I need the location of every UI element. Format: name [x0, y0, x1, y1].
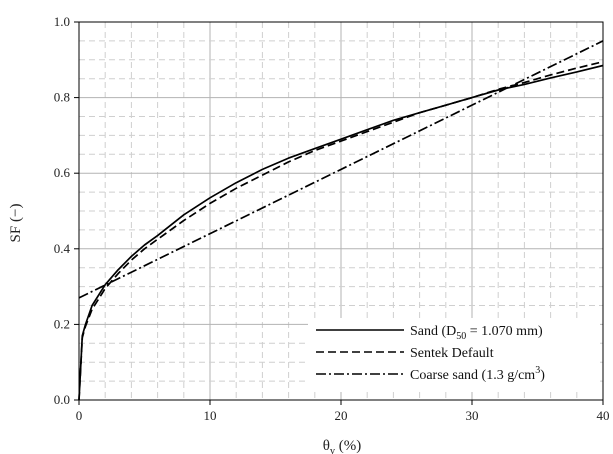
- series-line-coarse-sand: [78, 40, 604, 299]
- legend-label-sentek: Sentek Default: [410, 346, 494, 361]
- x-axis-label: θv (%): [323, 438, 361, 454]
- x-axis-label-symbol: θ: [323, 438, 330, 454]
- y-tick-label: 0.4: [54, 241, 71, 256]
- x-axis-label-rest: (%): [335, 438, 361, 454]
- y-axis-label: SF (−): [8, 204, 24, 243]
- ticks: 0 10 20 30 40 0.0 0.2 0.4 0.6 0.8 1.0: [54, 14, 610, 423]
- x-tick-label: 0: [76, 408, 83, 423]
- y-tick-label: 1.0: [54, 14, 70, 29]
- legend-label-coarse-sand: Coarse sand (1.3 g/cm3): [410, 365, 545, 383]
- series-layer: [78, 40, 604, 401]
- x-axis-label-sub: v: [330, 446, 335, 454]
- x-tick-label: 20: [335, 408, 348, 423]
- legend-label-sand: Sand (D50 = 1.070 mm): [410, 324, 543, 342]
- x-tick-label: 30: [466, 408, 479, 423]
- series-line-sentek-default: [78, 60, 604, 401]
- y-tick-label: 0.0: [54, 392, 70, 407]
- y-tick-label: 0.2: [54, 316, 70, 331]
- x-tick-label: 10: [204, 408, 217, 423]
- y-tick-label: 0.6: [54, 165, 71, 180]
- y-tick-label: 0.8: [54, 90, 70, 105]
- x-tick-label: 40: [597, 408, 610, 423]
- legend: Sand (D50 = 1.070 mm) Sentek Default Coa…: [308, 318, 600, 392]
